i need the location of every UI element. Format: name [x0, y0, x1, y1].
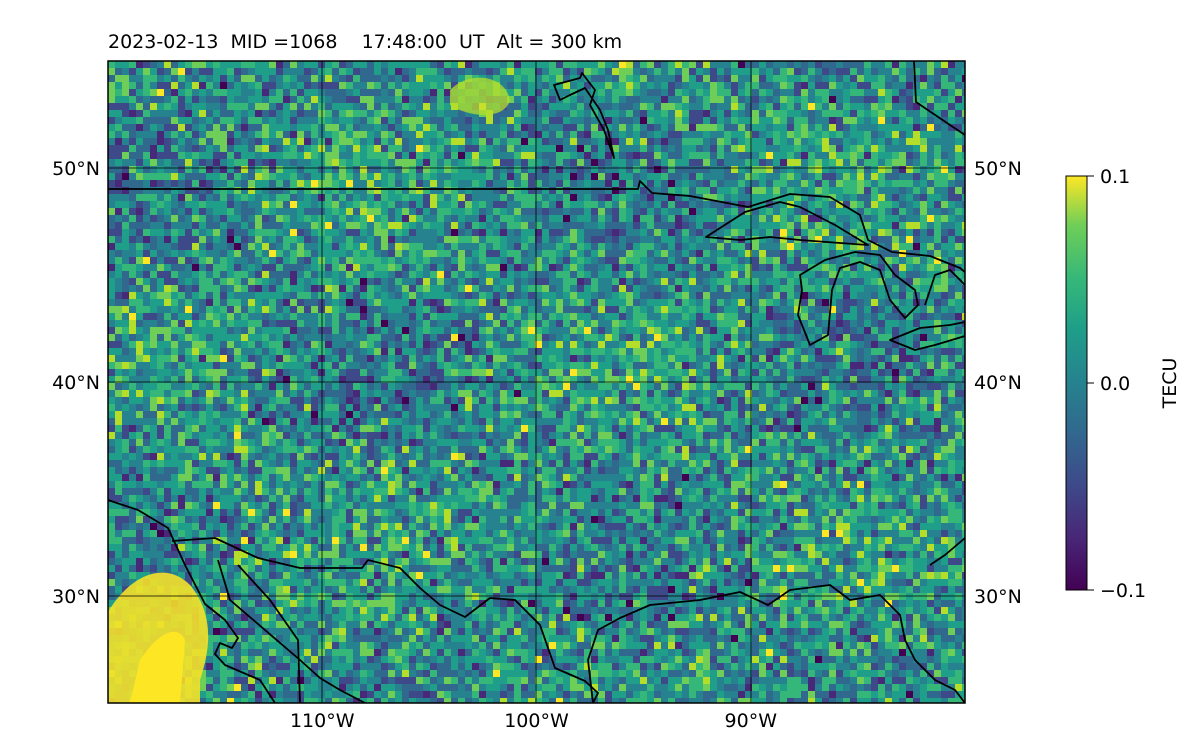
lake-michigan-huron	[797, 251, 919, 346]
baja-coast	[108, 499, 276, 703]
lat-tick-label-right: 30°N	[974, 586, 1022, 608]
atlantic-coast	[929, 537, 965, 566]
colorbar-tick-label: 0.1	[1100, 166, 1130, 188]
graticule	[108, 61, 965, 703]
colorbar-tick-label: −0.1	[1100, 580, 1146, 602]
colorbar: 0.1 0.0 −0.1 TECU	[1065, 166, 1181, 602]
hudson-bay-coast	[553, 72, 615, 159]
hudson-bay-east-coast	[913, 61, 965, 136]
lake-ontario-area	[924, 269, 965, 306]
yellow-plume	[108, 77, 510, 703]
latitude-tick-labels-left: 30°N 40°N 50°N	[52, 158, 100, 608]
mexico-pacific-coast	[217, 559, 366, 703]
lon-tick-label: 100°W	[504, 710, 569, 732]
coastlines-borders	[108, 61, 965, 703]
lon-tick-label: 110°W	[290, 710, 355, 732]
lake-erie	[889, 321, 965, 351]
figure-title: 2023-02-13 MID =1068 17:48:00 UT Alt = 3…	[108, 31, 623, 53]
lat-tick-label-right: 40°N	[974, 372, 1022, 394]
tec-heatmap	[108, 61, 965, 703]
colorbar-tick-label: 0.0	[1100, 373, 1130, 395]
lat-tick-label-left: 30°N	[52, 586, 100, 608]
latitude-tick-labels-right: 30°N 40°N 50°N	[974, 158, 1022, 608]
colorbar-label: TECU	[1159, 358, 1181, 410]
colorbar-ticks: 0.1 0.0 −0.1	[1087, 166, 1146, 602]
gulf-coast	[587, 584, 965, 703]
us-canada-border	[108, 180, 965, 273]
lat-tick-label-left: 40°N	[52, 372, 100, 394]
colorbar-gradient	[1065, 175, 1088, 591]
lat-tick-label-left: 50°N	[52, 158, 100, 180]
lake-superior	[705, 201, 869, 246]
lat-tick-label-right: 50°N	[974, 158, 1022, 180]
map-frame	[107, 60, 966, 704]
longitude-tick-labels: 110°W 100°W 90°W	[290, 710, 777, 732]
us-mexico-border	[171, 537, 599, 703]
lon-tick-label: 90°W	[725, 710, 778, 732]
gulf-of-california	[237, 564, 301, 703]
